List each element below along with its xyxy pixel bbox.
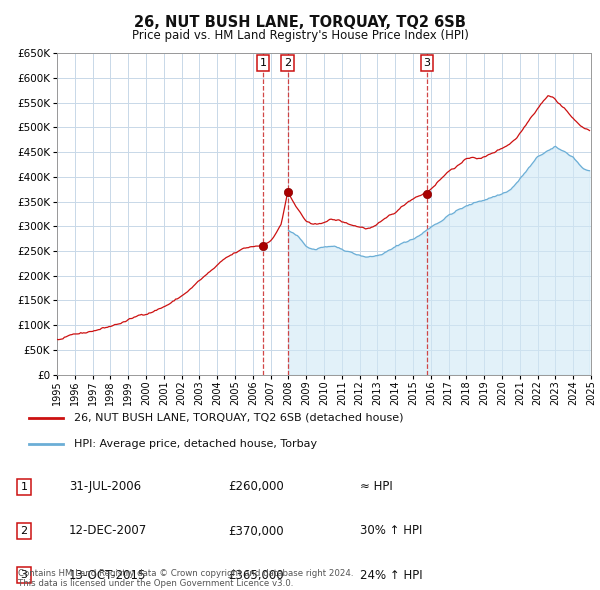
Text: 3: 3: [20, 571, 28, 580]
Text: 26, NUT BUSH LANE, TORQUAY, TQ2 6SB (detached house): 26, NUT BUSH LANE, TORQUAY, TQ2 6SB (det…: [74, 413, 404, 422]
Text: 12-DEC-2007: 12-DEC-2007: [69, 525, 147, 537]
Text: £260,000: £260,000: [228, 480, 284, 493]
Text: 3: 3: [424, 58, 431, 68]
Text: 1: 1: [260, 58, 266, 68]
Text: Price paid vs. HM Land Registry's House Price Index (HPI): Price paid vs. HM Land Registry's House …: [131, 30, 469, 42]
Text: 2: 2: [20, 526, 28, 536]
Text: HPI: Average price, detached house, Torbay: HPI: Average price, detached house, Torb…: [74, 439, 317, 448]
Text: 31-JUL-2006: 31-JUL-2006: [69, 480, 141, 493]
Text: 26, NUT BUSH LANE, TORQUAY, TQ2 6SB: 26, NUT BUSH LANE, TORQUAY, TQ2 6SB: [134, 15, 466, 30]
Text: Contains HM Land Registry data © Crown copyright and database right 2024.
This d: Contains HM Land Registry data © Crown c…: [18, 569, 353, 588]
Text: ≈ HPI: ≈ HPI: [360, 480, 393, 493]
Text: 2: 2: [284, 58, 291, 68]
Text: 1: 1: [20, 482, 28, 491]
Text: 30% ↑ HPI: 30% ↑ HPI: [360, 525, 422, 537]
Text: £370,000: £370,000: [228, 525, 284, 537]
Text: £365,000: £365,000: [228, 569, 284, 582]
Text: 13-OCT-2015: 13-OCT-2015: [69, 569, 146, 582]
Text: 24% ↑ HPI: 24% ↑ HPI: [360, 569, 422, 582]
